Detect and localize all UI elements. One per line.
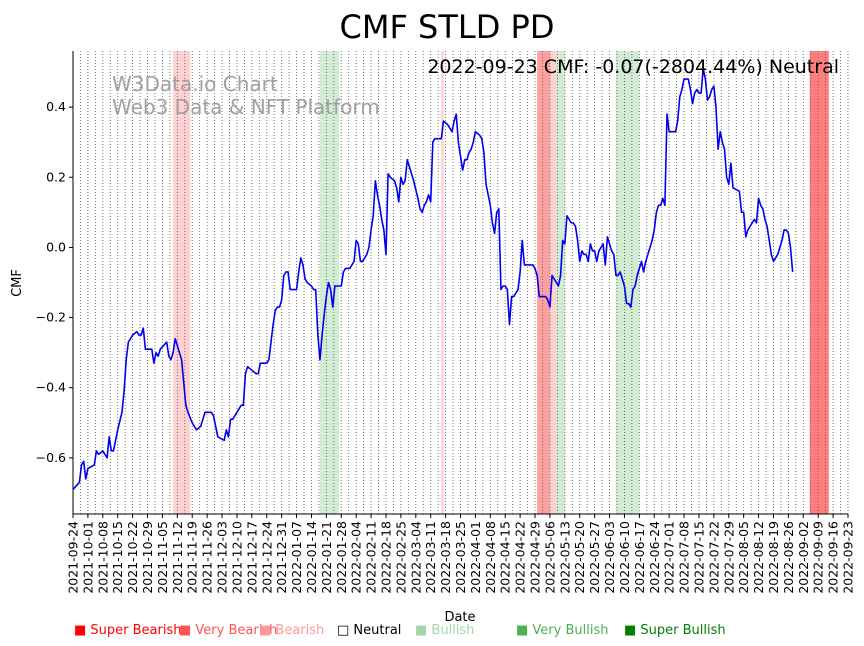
signal-band-3 — [537, 51, 550, 514]
x-axis-label: Date — [444, 610, 475, 625]
x-tick-label: 2022-07-01 — [662, 521, 677, 594]
y-tick-label: −0.6 — [36, 450, 66, 465]
signal-band-4 — [549, 51, 557, 514]
x-tick-label: 2022-02-11 — [364, 521, 379, 594]
x-tick-label: 2022-05-20 — [572, 521, 587, 594]
legend-item-super-bearish: ■ Super Bearish — [74, 623, 182, 638]
x-tick-label: 2022-02-04 — [349, 521, 364, 594]
x-tick-label: 2022-04-15 — [498, 521, 513, 594]
x-tick-label: 2022-07-22 — [706, 521, 721, 594]
x-tick-label: 2022-09-16 — [826, 521, 841, 594]
x-tick-label: 2022-08-05 — [736, 521, 751, 594]
x-tick-label: 2021-12-03 — [215, 521, 230, 594]
y-axis-label: CMF — [10, 269, 25, 297]
x-tick-label: 2021-10-08 — [95, 521, 110, 594]
x-tick-label: 2021-09-24 — [66, 521, 81, 594]
y-tick-label: −0.2 — [36, 310, 66, 325]
x-tick-label: 2021-12-17 — [244, 521, 259, 594]
x-tick-label: 2021-10-15 — [110, 521, 125, 594]
latest-value-annotation: 2022-09-23 CMF: -0.07(-2804.44%) Neutral — [427, 56, 839, 78]
signal-band-2 — [441, 51, 444, 514]
y-tick-label: 0.4 — [46, 99, 66, 114]
watermark: W3Data.io Chart Web3 Data & NFT Platform — [112, 72, 380, 119]
y-axis-ticks: −0.6 −0.4 −0.2 0.0 0.2 0.4 — [36, 99, 73, 465]
x-tick-label: 2022-06-24 — [647, 521, 662, 594]
legend-item-super-bullish: ■ Super Bullish — [624, 623, 726, 638]
x-tick-label: 2022-04-01 — [468, 521, 483, 594]
signal-legend: ■ Super Bearish■ Very Bearish■ Bearish □ … — [74, 623, 726, 638]
signal-bands — [173, 51, 829, 514]
x-tick-label: 2022-07-29 — [721, 521, 736, 594]
x-tick-label: 2022-05-06 — [542, 521, 557, 594]
y-tick-label: 0.0 — [46, 239, 66, 254]
x-tick-label: 2022-04-22 — [513, 521, 528, 594]
x-tick-label: 2022-08-19 — [766, 521, 781, 594]
x-tick-label: 2022-01-21 — [319, 521, 334, 594]
cmf-series — [72, 67, 794, 490]
x-tick-label: 2022-06-17 — [632, 521, 647, 594]
x-tick-label: 2021-11-19 — [185, 521, 200, 594]
x-tick-label: 2022-03-04 — [408, 521, 423, 594]
x-tick-label: 2022-09-23 — [841, 521, 856, 594]
date-gridlines — [72, 51, 849, 514]
x-tick-label: 2021-10-29 — [140, 521, 155, 594]
x-tick-label: 2022-09-09 — [811, 521, 826, 594]
x-tick-label: 2022-09-02 — [796, 521, 811, 594]
signal-band-0 — [173, 51, 191, 514]
x-tick-label: 2022-06-10 — [617, 521, 632, 594]
legend-item-bearish: ■ Bearish — [259, 623, 324, 638]
x-tick-label: 2022-01-28 — [334, 521, 349, 594]
legend-item-neutral: □ Neutral — [337, 623, 401, 638]
signal-band-7 — [809, 51, 829, 514]
x-tick-label: 2022-05-13 — [557, 521, 572, 594]
x-tick-label: 2022-03-25 — [453, 521, 468, 594]
x-tick-label: 2022-01-07 — [289, 521, 304, 594]
signal-band-5 — [556, 51, 565, 514]
x-tick-label: 2021-10-22 — [125, 521, 140, 594]
signal-band-1 — [319, 51, 340, 514]
x-tick-label: 2022-07-15 — [691, 521, 706, 594]
chart-title: CMF STLD PD — [340, 8, 555, 46]
x-axis-ticks: 2021-09-24 2021-10-01 2021-10-08 2021-10-15… — [66, 514, 856, 594]
watermark-line-2: Web3 Data & NFT Platform — [112, 95, 380, 119]
x-tick-label: 2021-12-24 — [259, 521, 274, 594]
x-tick-label: 2022-04-29 — [528, 521, 543, 594]
watermark-line-1: W3Data.io Chart — [112, 72, 278, 96]
cmf-line — [72, 67, 794, 490]
y-tick-label: 0.2 — [46, 169, 66, 184]
x-tick-label: 2021-11-26 — [200, 521, 215, 594]
y-tick-label: −0.4 — [36, 380, 66, 395]
x-tick-label: 2022-02-18 — [378, 521, 393, 594]
x-tick-label: 2022-08-12 — [751, 521, 766, 594]
x-tick-label: 2022-03-18 — [438, 521, 453, 594]
legend-item-very-bullish: ■ Very Bullish — [516, 623, 608, 638]
x-tick-label: 2022-02-25 — [393, 521, 408, 594]
legend-item-bullish: ■ Bullish — [415, 623, 474, 638]
x-tick-label: 2022-01-14 — [304, 521, 319, 594]
legend-item-very-bearish: ■ Very Bearish — [179, 623, 277, 638]
x-tick-label: 2022-04-08 — [483, 521, 498, 594]
x-tick-label: 2022-08-26 — [781, 521, 796, 594]
x-tick-label: 2021-12-31 — [274, 521, 289, 594]
x-tick-label: 2022-06-03 — [602, 521, 617, 594]
x-tick-label: 2021-11-05 — [155, 521, 170, 594]
x-tick-label: 2022-03-11 — [423, 521, 438, 594]
x-tick-label: 2021-12-10 — [229, 521, 244, 594]
x-tick-label: 2022-07-08 — [677, 521, 692, 594]
x-tick-label: 2022-05-27 — [587, 521, 602, 594]
signal-band-6 — [615, 51, 640, 514]
x-tick-label: 2021-11-12 — [170, 521, 185, 594]
x-tick-label: 2021-10-01 — [80, 521, 95, 594]
